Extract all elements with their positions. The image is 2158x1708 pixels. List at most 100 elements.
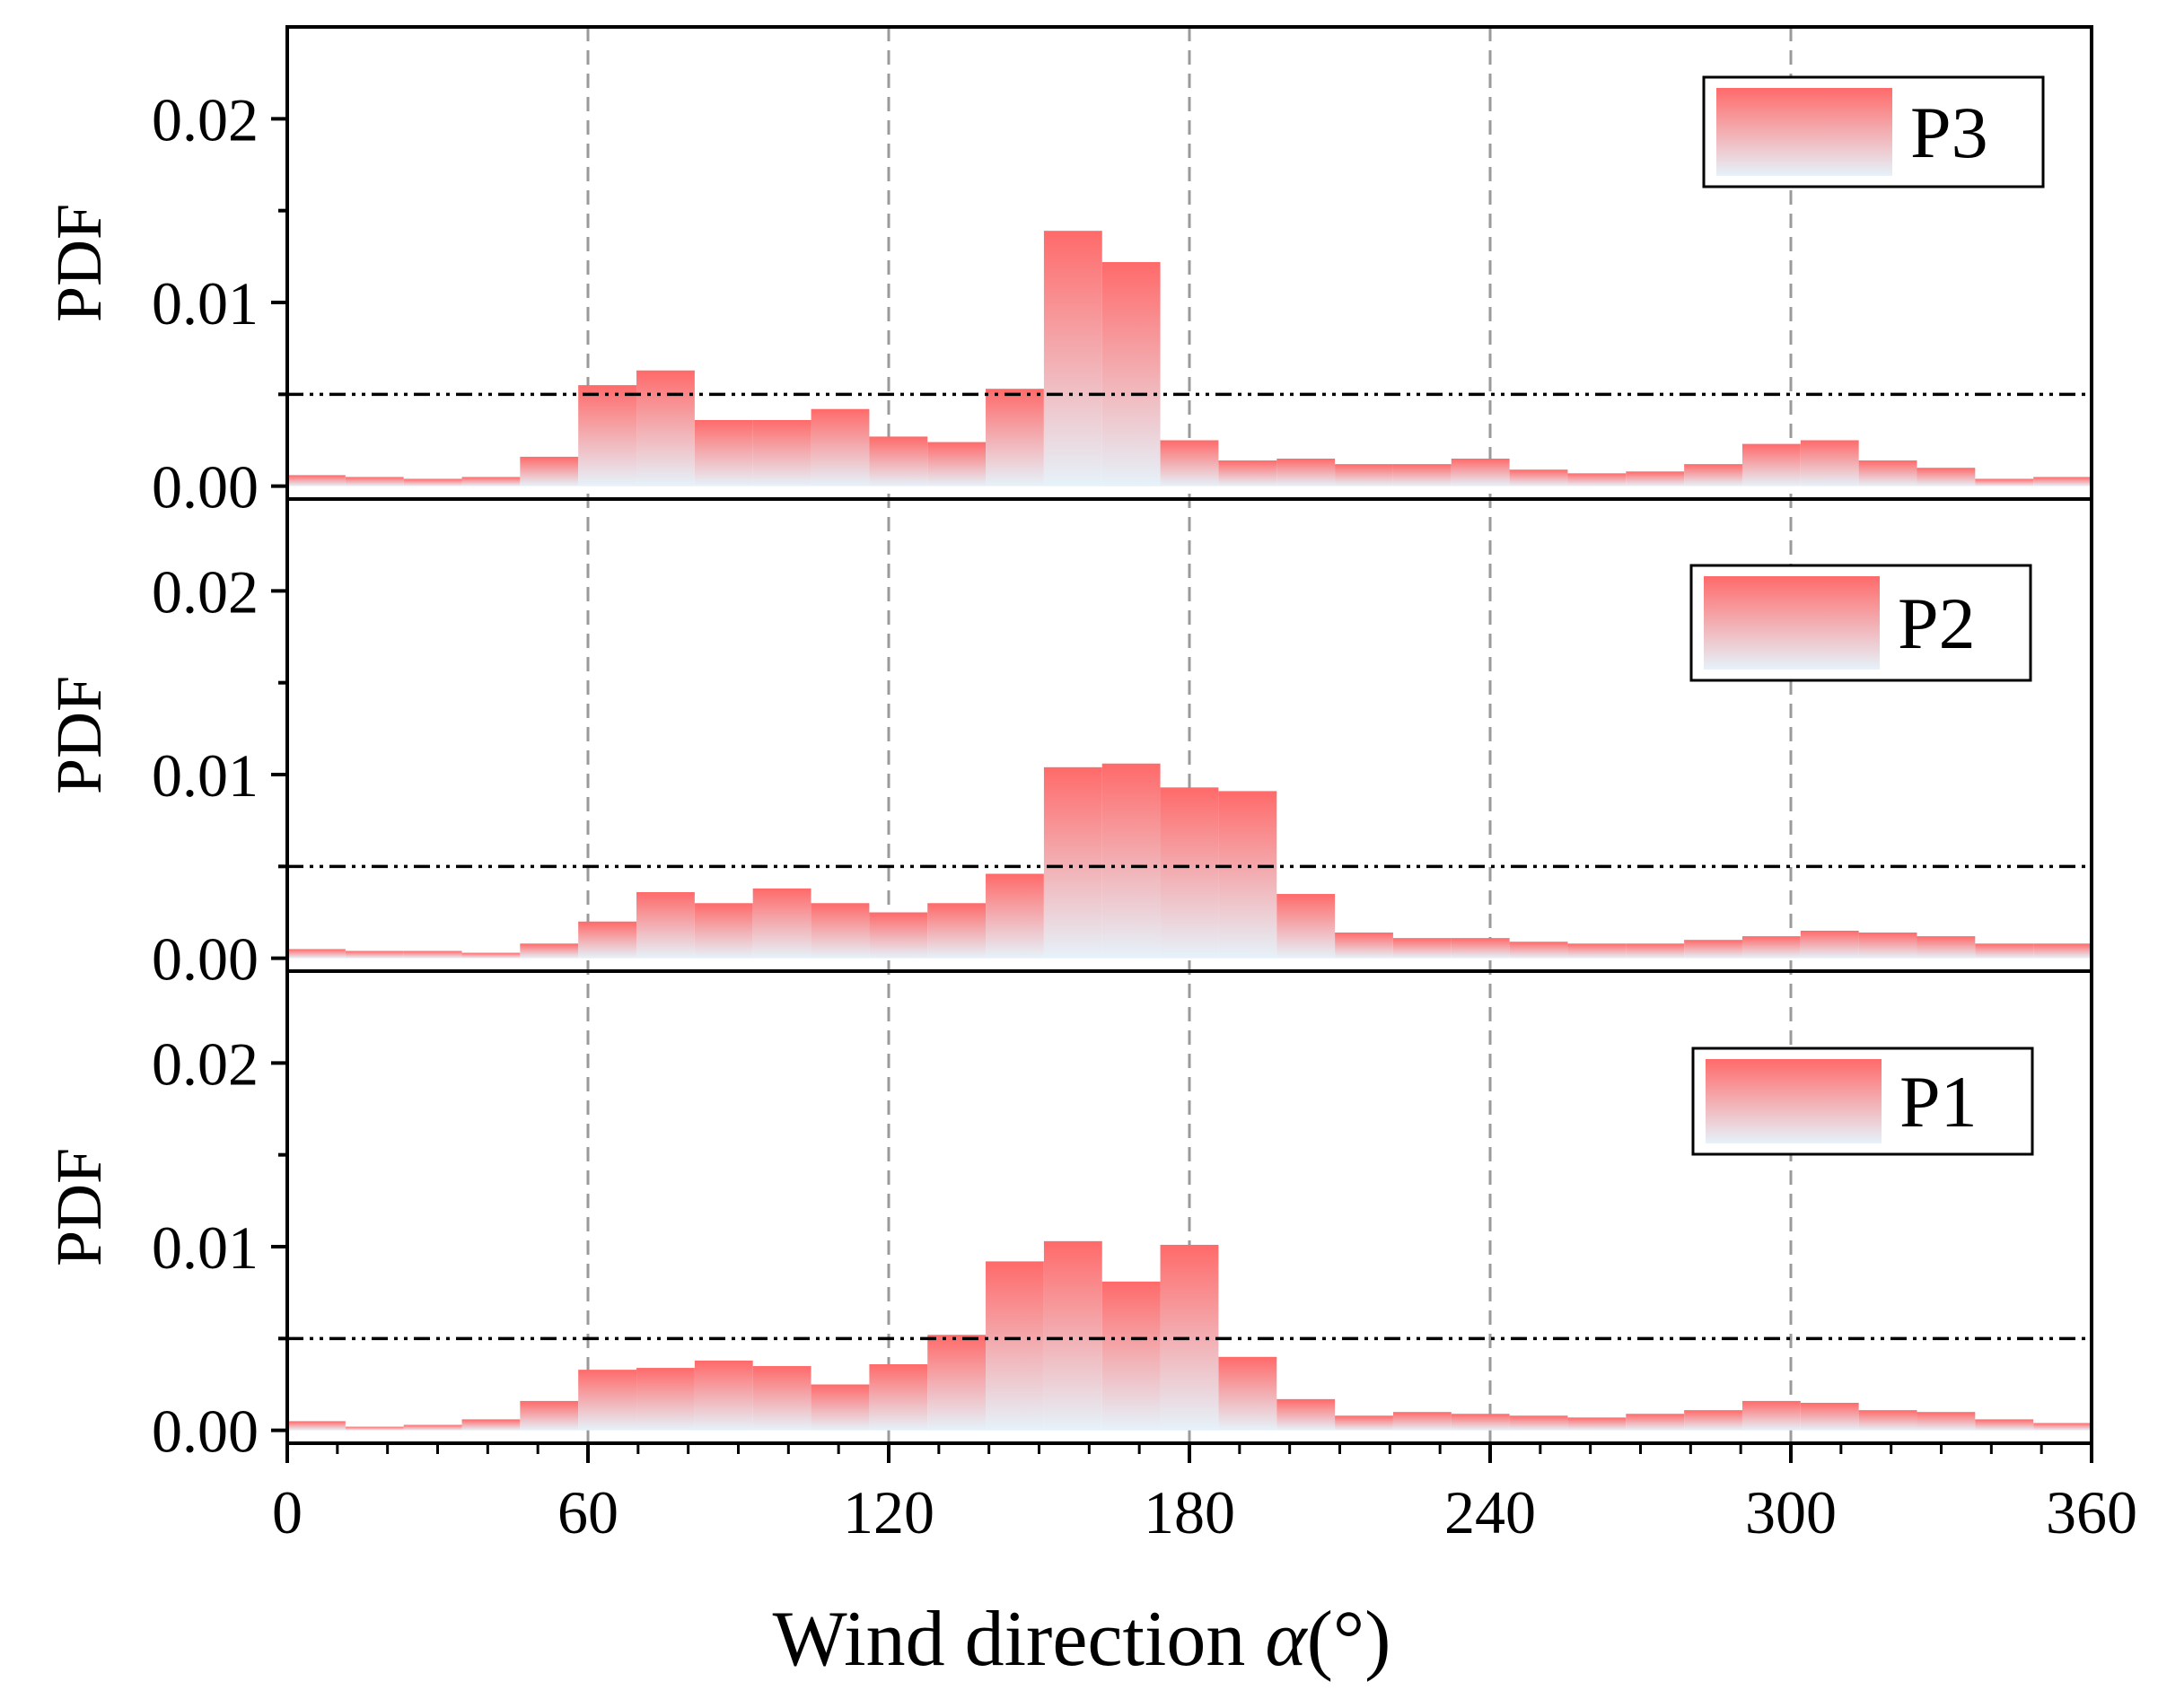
x-axis-label-unit: (°) [1307,1596,1391,1683]
bar-p1-1 [345,1426,404,1431]
bar-p1-16 [1218,1356,1277,1431]
bar-p3-3 [461,477,521,486]
bar-p3-15 [1160,440,1219,486]
bar-p2-4 [520,943,579,959]
bar-p2-3 [461,952,521,959]
x-tick-label-240: 240 [1444,1478,1536,1546]
bar-p2-29 [1975,943,2034,959]
bar-p3-25 [1741,443,1801,486]
bar-p3-28 [1917,468,1976,486]
reference-lines [287,392,2092,1341]
bar-p1-8 [752,1366,811,1431]
bar-p1-26 [1800,1402,1859,1431]
bar-p2-9 [811,903,870,959]
x-tick-label-360: 360 [2046,1478,2137,1546]
bar-p3-20 [1451,458,1510,486]
y-tick-label-p2-0: 0.00 [152,925,259,994]
bar-p2-30 [2033,943,2092,959]
y-tick-label-p1-0: 0.00 [152,1397,259,1466]
bar-p1-2 [403,1424,462,1431]
bar-p3-17 [1276,458,1336,486]
bar-p1-9 [811,1384,870,1431]
x-tick-label-0: 0 [272,1478,303,1546]
bar-p1-7 [694,1360,753,1431]
bar-p3-19 [1392,464,1452,486]
bar-p2-12 [986,873,1044,959]
bar-p3-13 [1043,231,1102,486]
bar-p2-22 [1567,943,1627,959]
bar-p2-25 [1741,936,1801,959]
bar-p2-26 [1800,930,1859,959]
bar-p3-7 [694,419,753,486]
bar-p1-6 [636,1368,695,1431]
bar-p1-30 [2033,1423,2092,1431]
bar-p2-27 [1858,933,1917,959]
x-tick-label-60: 60 [557,1478,618,1546]
bar-p1-4 [520,1400,579,1431]
bar-p2-10 [869,912,928,959]
bar-p3-5 [578,385,637,486]
bar-p1-19 [1392,1412,1452,1431]
legend-swatch-p2 [1704,576,1880,670]
bar-p2-15 [1160,787,1219,959]
bar-p3-9 [811,408,870,486]
bar-p1-13 [1043,1240,1102,1431]
x-tick-label-120: 120 [843,1478,934,1546]
legend-label-p1: P1 [1899,1061,1978,1143]
bar-p3-14 [1101,261,1161,486]
bar-p3-30 [2033,477,2092,486]
bar-p3-10 [869,436,928,486]
bar-p3-6 [636,370,695,486]
bar-p1-10 [869,1363,928,1431]
bar-p3-11 [927,442,987,486]
bar-p2-19 [1392,938,1452,959]
x-axis-label: Wind direction α(°) [773,1596,1391,1683]
bar-p2-24 [1684,940,1742,959]
bar-p2-5 [578,921,637,959]
bar-p1-28 [1917,1412,1976,1431]
bar-p1-25 [1741,1400,1801,1431]
bar-p2-20 [1451,938,1510,959]
bar-p1-3 [461,1419,521,1431]
y-tick-label-p3-1: 0.01 [152,269,259,337]
bar-p3-12 [986,389,1044,486]
bar-p3-0 [287,475,346,486]
legend-swatch-p1 [1706,1059,1882,1143]
bar-p1-17 [1276,1398,1336,1431]
bar-p1-27 [1858,1410,1917,1431]
axes: 0.00 0.01 0.02 0.00 0.01 0.02 0.00 0.01 0.02 0 60 1… [152,25,2137,1546]
bar-p2-17 [1276,894,1336,959]
bar-p1-18 [1335,1415,1393,1431]
bar-p3-4 [520,456,579,486]
bar-p2-11 [927,903,987,959]
bar-p1-24 [1684,1410,1742,1431]
bar-p2-8 [752,888,811,959]
y-axis-label-p1: PDF [43,1148,115,1266]
y-tick-label-p1-1: 0.01 [152,1213,259,1282]
legend-label-p3: P3 [1910,92,1988,173]
legend-label-p2: P2 [1898,582,1976,664]
y-tick-label-p2-1: 0.01 [152,741,259,810]
bar-p2-13 [1043,766,1102,959]
bar-p1-11 [927,1335,987,1431]
bar-p1-0 [287,1421,346,1431]
bar-p1-23 [1626,1414,1685,1431]
bar-p2-2 [403,950,462,959]
x-tick-label-180: 180 [1144,1478,1235,1546]
x-axis-label-symbol: α [1265,1596,1308,1683]
bar-p3-29 [1975,478,2034,486]
y-tick-label-p1-2: 0.02 [152,1029,259,1098]
bar-p3-1 [345,477,404,486]
bar-p3-16 [1218,460,1277,486]
bar-p1-21 [1509,1415,1568,1431]
bar-p1-14 [1101,1281,1161,1431]
vertical-gridlines [586,27,1793,1443]
y-tick-label-p3-0: 0.00 [152,453,259,521]
histogram-bars [287,231,2092,1431]
y-axis-label-p3: PDF [43,204,115,322]
bar-p1-5 [578,1370,637,1431]
bar-p2-7 [694,903,753,959]
legends: P3 P2 P1 [1689,75,2045,1156]
bar-p1-12 [986,1261,1044,1431]
